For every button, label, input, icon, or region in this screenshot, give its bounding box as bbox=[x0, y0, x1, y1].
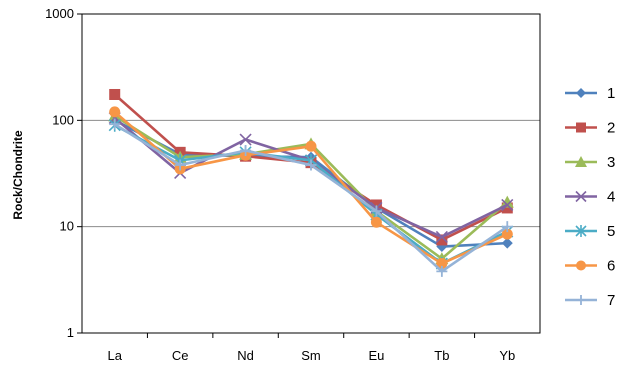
data-point-marker bbox=[575, 156, 587, 167]
legend: 1 2 3 4 5 6 7 bbox=[565, 85, 615, 309]
data-point-marker bbox=[109, 106, 121, 118]
data-point-marker bbox=[305, 159, 317, 171]
data-point-marker bbox=[501, 202, 513, 214]
y-axis-label: Rock/Chondrite bbox=[11, 130, 25, 220]
legend-label: 5 bbox=[607, 223, 615, 240]
data-point-marker bbox=[501, 237, 513, 249]
legend-item-3: 3 bbox=[565, 154, 615, 171]
series-line bbox=[113, 110, 508, 265]
legend-item-1: 1 bbox=[565, 85, 615, 102]
legend-label: 3 bbox=[607, 154, 615, 171]
legend-label: 6 bbox=[607, 258, 615, 275]
data-point-marker bbox=[109, 118, 121, 130]
legend-item-4: 4 bbox=[565, 189, 615, 206]
data-point-marker bbox=[435, 230, 448, 244]
data-point-marker bbox=[576, 260, 586, 271]
y-tick-labels: 1 10 100 1000 bbox=[45, 6, 82, 340]
x-tick-label: Nd bbox=[237, 348, 254, 363]
legend-label: 2 bbox=[607, 120, 615, 137]
data-point-marker bbox=[370, 205, 382, 217]
y-tick-label: 100 bbox=[52, 112, 74, 127]
series-line bbox=[113, 117, 508, 239]
data-point-marker bbox=[436, 258, 448, 270]
legend-item-5: 5 bbox=[565, 223, 615, 240]
x-tick-label: La bbox=[107, 348, 122, 363]
series-3 bbox=[108, 109, 514, 265]
x-tick-label: Eu bbox=[368, 348, 384, 363]
data-point-marker bbox=[109, 88, 121, 100]
x-tick-labels: La Ce Nd Sm Eu Tb Yb bbox=[107, 333, 515, 363]
legend-item-2: 2 bbox=[565, 120, 615, 137]
series-4 bbox=[108, 112, 514, 244]
data-point-marker bbox=[239, 133, 252, 146]
legend-item-6: 6 bbox=[565, 258, 615, 275]
x-tick-label: Yb bbox=[499, 348, 515, 363]
legend-item-7: 7 bbox=[565, 292, 615, 309]
data-point-marker bbox=[576, 295, 586, 305]
data-point-marker bbox=[501, 221, 513, 233]
data-point-marker bbox=[436, 265, 448, 277]
grid-lines bbox=[82, 119, 540, 228]
y-tick-label: 10 bbox=[60, 219, 74, 234]
y-tick-label: 1000 bbox=[45, 6, 74, 21]
data-point-marker bbox=[370, 216, 382, 228]
data-point-marker bbox=[576, 122, 586, 133]
x-tick-label: Tb bbox=[434, 348, 449, 363]
series-6 bbox=[109, 106, 513, 270]
data-point-marker bbox=[240, 145, 252, 157]
legend-label: 4 bbox=[607, 189, 615, 206]
x-tick-label: Sm bbox=[301, 348, 321, 363]
series-7 bbox=[109, 118, 513, 277]
x-tick-label: Ce bbox=[172, 348, 189, 363]
data-point-marker bbox=[174, 159, 186, 171]
series-group bbox=[108, 88, 514, 277]
y-tick-label: 1 bbox=[67, 325, 74, 340]
data-point-marker bbox=[501, 228, 513, 240]
legend-label: 1 bbox=[607, 85, 615, 102]
axes bbox=[81, 13, 541, 334]
data-point-marker bbox=[501, 198, 514, 212]
plot-area-border bbox=[81, 13, 541, 334]
legend-label: 7 bbox=[607, 292, 615, 309]
data-point-marker bbox=[436, 234, 448, 246]
data-point-marker bbox=[575, 190, 587, 203]
data-point-marker bbox=[576, 88, 586, 98]
data-point-marker bbox=[500, 195, 514, 208]
data-point-marker bbox=[305, 140, 317, 152]
data-point-marker bbox=[575, 225, 587, 237]
